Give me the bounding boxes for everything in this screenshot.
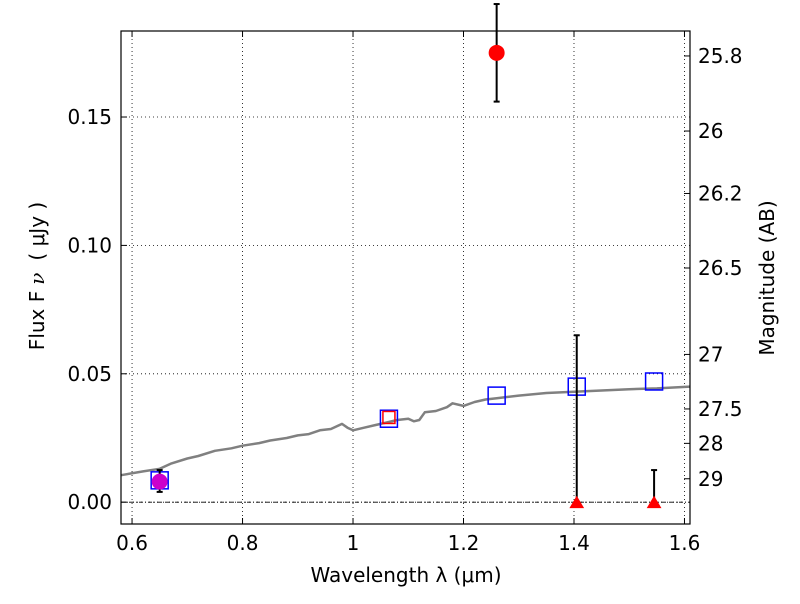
y-tick-label: 0.05 xyxy=(67,362,112,386)
right-tick-label: 26.5 xyxy=(698,256,743,280)
x-tick-label: 0.8 xyxy=(227,531,259,555)
right-tick-labels: 25.8 26 26.2 26.5 27 27.5 28 29 xyxy=(698,44,743,491)
plot-frame xyxy=(120,30,691,525)
x-tick-labels: 0.6 0.8 1 1.2 1.4 1.6 xyxy=(116,531,700,555)
upper-limit-marker xyxy=(646,495,662,509)
axis-ticks xyxy=(121,31,690,524)
observed-photometry xyxy=(151,44,662,509)
right-tick-label: 27 xyxy=(698,342,723,366)
observed-point xyxy=(488,44,505,61)
observed-point xyxy=(151,473,168,490)
x-tick-label: 0.6 xyxy=(116,531,148,555)
model-spectrum xyxy=(120,385,691,477)
right-tick-label: 29 xyxy=(698,467,723,491)
model-point xyxy=(379,409,399,428)
model-point xyxy=(644,372,664,391)
x-axis-label: Wavelength λ (μm) xyxy=(310,563,501,587)
right-tick-label: 26.2 xyxy=(698,181,743,205)
x-tick-label: 1.2 xyxy=(448,531,480,555)
right-axis-label-group: Magnitude (AB) xyxy=(755,200,779,355)
observed-point xyxy=(382,410,396,425)
right-tick-label: 26 xyxy=(698,119,723,143)
right-tick-label: 25.8 xyxy=(698,44,743,68)
grid-lines xyxy=(121,31,690,524)
right-tick-label: 28 xyxy=(698,431,723,455)
right-tick-label: 27.5 xyxy=(698,397,743,421)
x-tick-label: 1.6 xyxy=(669,531,701,555)
y-tick-labels: 0.00 0.05 0.10 0.15 xyxy=(67,105,112,514)
y-tick-label: 0.15 xyxy=(67,105,112,129)
x-tick-label: 1 xyxy=(347,531,360,555)
y-axis-label: Flux Fν( μJy ) xyxy=(25,202,49,350)
x-tick-label: 1.4 xyxy=(558,531,590,555)
model-spectrum-line xyxy=(120,385,691,477)
upper-limit-marker xyxy=(569,495,585,509)
model-point xyxy=(487,386,506,405)
y-axis-label-unit: ( μJy ) xyxy=(25,202,49,261)
y-axis-label-group: Flux Fν( μJy ) xyxy=(25,202,49,350)
right-axis-label: Magnitude (AB) xyxy=(755,200,779,355)
model-photometry xyxy=(150,372,664,490)
y-tick-label: 0.10 xyxy=(67,233,112,257)
error-bars xyxy=(156,3,658,503)
y-tick-label: 0.00 xyxy=(67,490,112,514)
y-axis-label-sub: ν xyxy=(25,273,49,285)
